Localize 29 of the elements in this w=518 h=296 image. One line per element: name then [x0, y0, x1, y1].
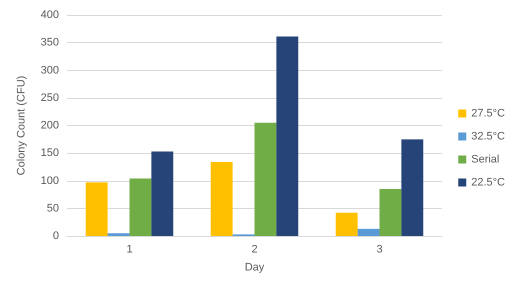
bar — [380, 189, 402, 236]
x-tick-label: 2 — [251, 244, 258, 256]
y-tick-label: 350 — [40, 36, 59, 49]
x-tick-label: 1 — [126, 244, 133, 256]
bar — [336, 212, 358, 236]
bar — [401, 139, 424, 236]
legend-label: 22.5°C — [471, 176, 506, 188]
bar — [86, 182, 108, 236]
y-tick-label: 400 — [40, 9, 59, 21]
bar — [358, 228, 380, 236]
y-tick-label: 300 — [40, 64, 59, 76]
bar — [130, 178, 152, 236]
bar — [108, 233, 130, 236]
y-tick-label: 250 — [40, 92, 59, 104]
bar — [254, 122, 276, 236]
legend-label: 27.5°C — [471, 108, 506, 120]
y-tick-label: 0 — [52, 230, 59, 242]
y-tick-label: 100 — [40, 174, 59, 187]
x-axis-title: Day — [244, 262, 265, 274]
bar — [210, 162, 233, 236]
legend-label: Serial — [471, 154, 500, 166]
y-tick-label: 150 — [40, 147, 59, 160]
y-tick-label: 200 — [40, 120, 59, 132]
y-axis-title: Colony Count (CFU) — [16, 76, 28, 176]
x-tick-label: 3 — [376, 244, 383, 256]
bar — [151, 151, 174, 236]
legend-label: 32.5°C — [471, 130, 506, 142]
bar — [276, 36, 298, 236]
y-tick-label: 50 — [46, 202, 59, 214]
